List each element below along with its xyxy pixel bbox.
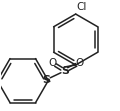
Text: S: S — [42, 75, 50, 85]
Text: O: O — [75, 58, 84, 68]
Text: Cl: Cl — [77, 2, 87, 12]
Text: O: O — [48, 58, 56, 68]
Text: S: S — [61, 66, 69, 76]
